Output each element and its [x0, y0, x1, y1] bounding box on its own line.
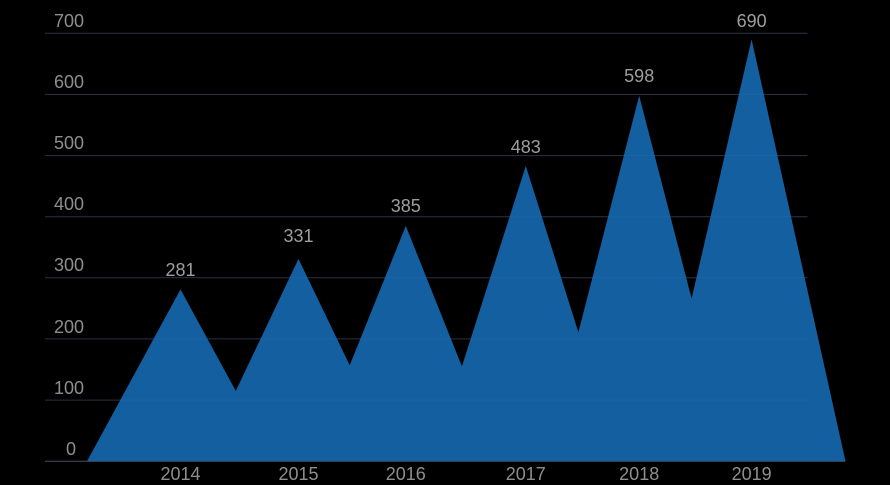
svg-text:700: 700: [54, 11, 84, 31]
svg-text:0: 0: [66, 439, 76, 459]
svg-text:483: 483: [511, 137, 541, 157]
svg-text:598: 598: [624, 66, 654, 86]
svg-text:690: 690: [737, 11, 767, 31]
svg-text:385: 385: [391, 196, 421, 216]
svg-text:2016: 2016: [386, 464, 426, 484]
svg-text:331: 331: [283, 226, 313, 246]
svg-text:400: 400: [54, 194, 84, 214]
svg-text:2019: 2019: [732, 464, 772, 484]
svg-text:200: 200: [54, 317, 84, 337]
svg-text:2018: 2018: [619, 464, 659, 484]
svg-text:100: 100: [54, 378, 84, 398]
svg-text:600: 600: [54, 72, 84, 92]
svg-text:2015: 2015: [278, 464, 318, 484]
svg-text:300: 300: [54, 255, 84, 275]
svg-text:281: 281: [165, 260, 195, 280]
svg-text:2017: 2017: [506, 464, 546, 484]
svg-text:500: 500: [54, 133, 84, 153]
svg-text:2014: 2014: [160, 464, 200, 484]
